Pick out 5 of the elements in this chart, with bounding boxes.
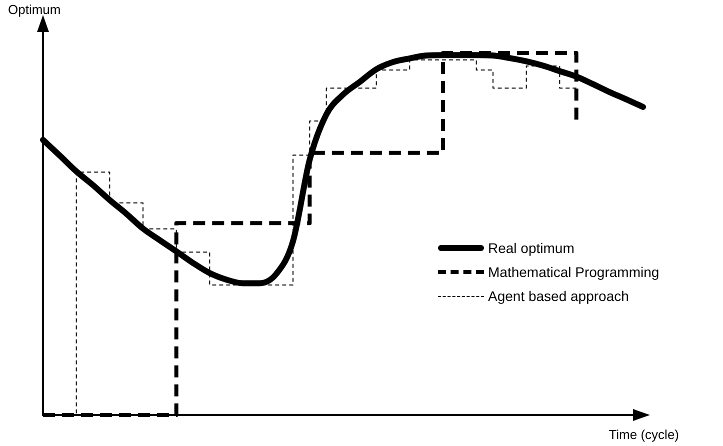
y-axis-title: Optimum bbox=[8, 2, 61, 17]
legend-label: Real optimum bbox=[488, 240, 574, 256]
x-axis-title: Time (cycle) bbox=[608, 427, 679, 442]
legend-label: Agent based approach bbox=[488, 288, 629, 304]
legend-label: Mathematical Programming bbox=[488, 264, 660, 280]
